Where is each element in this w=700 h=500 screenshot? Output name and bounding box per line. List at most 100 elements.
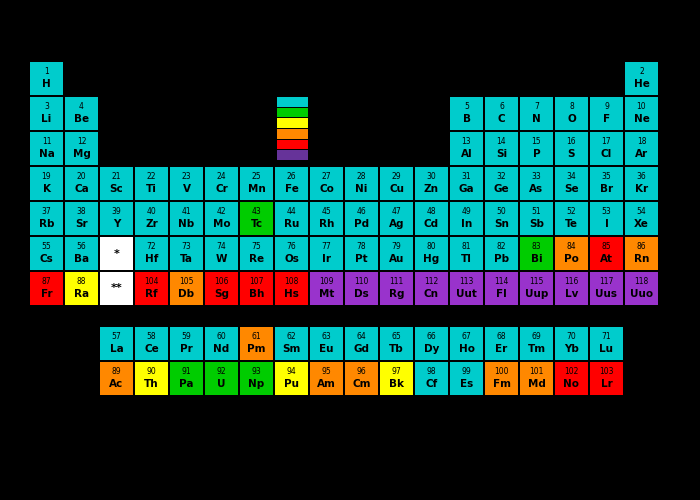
Text: 106: 106 [214, 278, 229, 286]
Text: Li: Li [41, 114, 52, 124]
Bar [450, 237, 483, 270]
Text: 38: 38 [77, 208, 86, 216]
Bar [275, 167, 308, 200]
Bar [240, 237, 273, 270]
Text: Pb: Pb [494, 254, 509, 264]
Text: 74: 74 [216, 242, 226, 252]
Text: Ir: Ir [322, 254, 331, 264]
Text: 72: 72 [147, 242, 156, 252]
Text: 12: 12 [77, 138, 86, 146]
Text: 93: 93 [251, 368, 261, 376]
Text: Ho: Ho [458, 344, 475, 354]
Bar [555, 202, 588, 235]
Bar [277, 108, 308, 118]
Text: As: As [529, 184, 544, 194]
Text: Uus: Uus [596, 290, 617, 300]
Bar [625, 237, 658, 270]
Bar [555, 327, 588, 360]
Bar [100, 327, 133, 360]
Bar [277, 129, 308, 138]
Text: Se: Se [564, 184, 579, 194]
Bar [520, 132, 553, 165]
Text: 68: 68 [497, 332, 506, 342]
Text: 114: 114 [494, 278, 509, 286]
Text: 4: 4 [79, 102, 84, 112]
Bar [450, 97, 483, 130]
Text: 97: 97 [391, 368, 401, 376]
Text: 42: 42 [217, 208, 226, 216]
Text: Th: Th [144, 380, 159, 390]
Bar [275, 362, 308, 395]
Text: Lr: Lr [601, 380, 612, 390]
Bar [380, 167, 413, 200]
Bar [170, 327, 203, 360]
Bar [520, 327, 553, 360]
Bar [590, 97, 623, 130]
Text: Db: Db [178, 290, 195, 300]
Text: Nd: Nd [214, 344, 230, 354]
Text: Cf: Cf [426, 380, 438, 390]
Text: 94: 94 [286, 368, 296, 376]
Text: 8: 8 [569, 102, 574, 112]
Text: 9: 9 [604, 102, 609, 112]
Text: Os: Os [284, 254, 299, 264]
Text: 14: 14 [497, 138, 506, 146]
Text: Pd: Pd [354, 220, 369, 230]
Text: 90: 90 [146, 368, 156, 376]
Text: Ar: Ar [635, 150, 648, 160]
Text: 117: 117 [599, 278, 614, 286]
Bar [30, 97, 63, 130]
Text: La: La [110, 344, 123, 354]
Text: 82: 82 [497, 242, 506, 252]
Text: 44: 44 [286, 208, 296, 216]
Text: 118: 118 [634, 278, 649, 286]
Text: Cn: Cn [424, 290, 439, 300]
Bar [310, 237, 343, 270]
Text: Pu: Pu [284, 380, 299, 390]
Text: Rn: Rn [634, 254, 649, 264]
Text: Pa: Pa [179, 380, 194, 390]
Text: 15: 15 [532, 138, 541, 146]
Text: Ta: Ta [180, 254, 193, 264]
Text: 78: 78 [357, 242, 366, 252]
Bar [345, 167, 378, 200]
Text: 77: 77 [321, 242, 331, 252]
Text: O: O [567, 114, 576, 124]
Text: Ag: Ag [389, 220, 405, 230]
Text: Y: Y [113, 220, 120, 230]
Text: Fe: Fe [285, 184, 298, 194]
Text: 57: 57 [111, 332, 121, 342]
Text: 53: 53 [601, 208, 611, 216]
Text: 16: 16 [567, 138, 576, 146]
Bar [625, 202, 658, 235]
Bar [555, 132, 588, 165]
Bar [135, 362, 168, 395]
Bar [275, 202, 308, 235]
Text: 47: 47 [391, 208, 401, 216]
Text: 107: 107 [249, 278, 264, 286]
Text: 109: 109 [319, 278, 334, 286]
Text: P: P [533, 150, 540, 160]
Bar [30, 132, 63, 165]
Text: 116: 116 [564, 278, 579, 286]
Bar [170, 237, 203, 270]
Text: K: K [43, 184, 50, 194]
Bar [485, 237, 518, 270]
Text: Tm: Tm [527, 344, 545, 354]
Text: Rh: Rh [318, 220, 334, 230]
Text: 73: 73 [181, 242, 191, 252]
Text: 105: 105 [179, 278, 194, 286]
Bar [415, 167, 448, 200]
Text: 33: 33 [531, 172, 541, 182]
Bar [100, 202, 133, 235]
Bar [310, 272, 343, 305]
Bar [30, 167, 63, 200]
Text: Md: Md [528, 380, 545, 390]
Bar [135, 167, 168, 200]
Bar [170, 202, 203, 235]
Bar [205, 362, 238, 395]
Text: Pr: Pr [180, 344, 193, 354]
Text: Si: Si [496, 150, 507, 160]
Bar [240, 272, 273, 305]
Text: Cm: Cm [352, 380, 371, 390]
